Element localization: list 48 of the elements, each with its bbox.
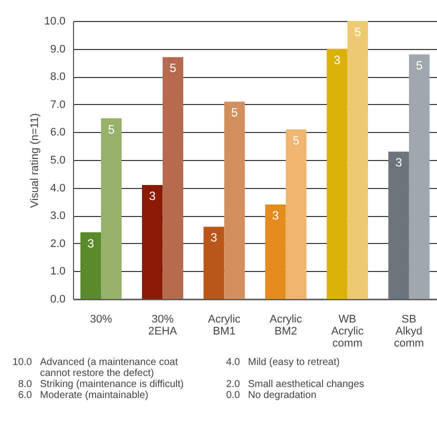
x-tick-label: 30% bbox=[90, 314, 112, 326]
text: 3 bbox=[148, 189, 156, 204]
text: 5 bbox=[231, 106, 238, 120]
text: 2.0 Small aesthetical changes bbox=[225, 379, 364, 390]
bar bbox=[162, 57, 184, 299]
text: 5 bbox=[170, 61, 176, 76]
text: 10.0 Advanced (a maintenance coat cannot restore the defect) bbox=[12, 357, 179, 379]
text: 3 bbox=[272, 208, 279, 222]
y-tick-label: 0.0 bbox=[50, 294, 66, 306]
bar bbox=[142, 185, 163, 299]
x-tick-label: 30% 2EHA bbox=[148, 314, 178, 338]
bar bbox=[388, 152, 409, 299]
bar bbox=[265, 204, 286, 299]
bar bbox=[80, 232, 102, 299]
bar bbox=[347, 21, 368, 299]
y-tick-label: 9.0 bbox=[50, 43, 66, 56]
bar bbox=[224, 102, 245, 299]
text: 5 bbox=[292, 133, 300, 148]
text: 4.0 Mild (easy to retreat) bbox=[225, 357, 340, 370]
y-tick-label: 2.0 bbox=[50, 238, 66, 250]
text: 5 bbox=[354, 25, 362, 39]
y-tick-label: 5.0 bbox=[50, 154, 66, 166]
text: 3 bbox=[210, 230, 218, 245]
text: 6.0 Moderate (maintainable) bbox=[17, 390, 148, 401]
bar bbox=[408, 54, 430, 299]
y-tick-label: 4.0 bbox=[50, 182, 66, 194]
text: 3 bbox=[395, 156, 402, 170]
y-tick-label: 3.0 bbox=[50, 210, 66, 222]
x-tick-label: Acrylic BM1 bbox=[208, 314, 241, 338]
x-tick-label: Acrylic BM2 bbox=[270, 314, 302, 338]
y-tick-label: 7.0 bbox=[50, 98, 66, 111]
text: 8.0 Striking (maintenance is difficult) bbox=[17, 379, 184, 390]
series-label: 5 bbox=[108, 122, 115, 136]
y-tick-label: 6.0 bbox=[50, 126, 66, 139]
x-tick-label: WB Acrylic comm bbox=[331, 314, 364, 350]
bar bbox=[286, 129, 306, 299]
bar bbox=[326, 48, 348, 299]
x-tick-label: SB Alkyd comm bbox=[394, 314, 424, 350]
bar bbox=[204, 226, 224, 299]
bar bbox=[101, 118, 122, 299]
y-tick-label: 8.0 bbox=[50, 71, 66, 84]
text: 0.0 No degradation bbox=[225, 390, 316, 401]
series-label: 3 bbox=[87, 236, 94, 250]
text: 5 bbox=[416, 58, 423, 72]
y-tick-label: 1.0 bbox=[50, 266, 66, 278]
y-tick-label: 10.0 bbox=[44, 16, 66, 28]
text: 3 bbox=[334, 52, 340, 67]
y-axis-title: Visual rating (n=11) bbox=[29, 113, 42, 208]
